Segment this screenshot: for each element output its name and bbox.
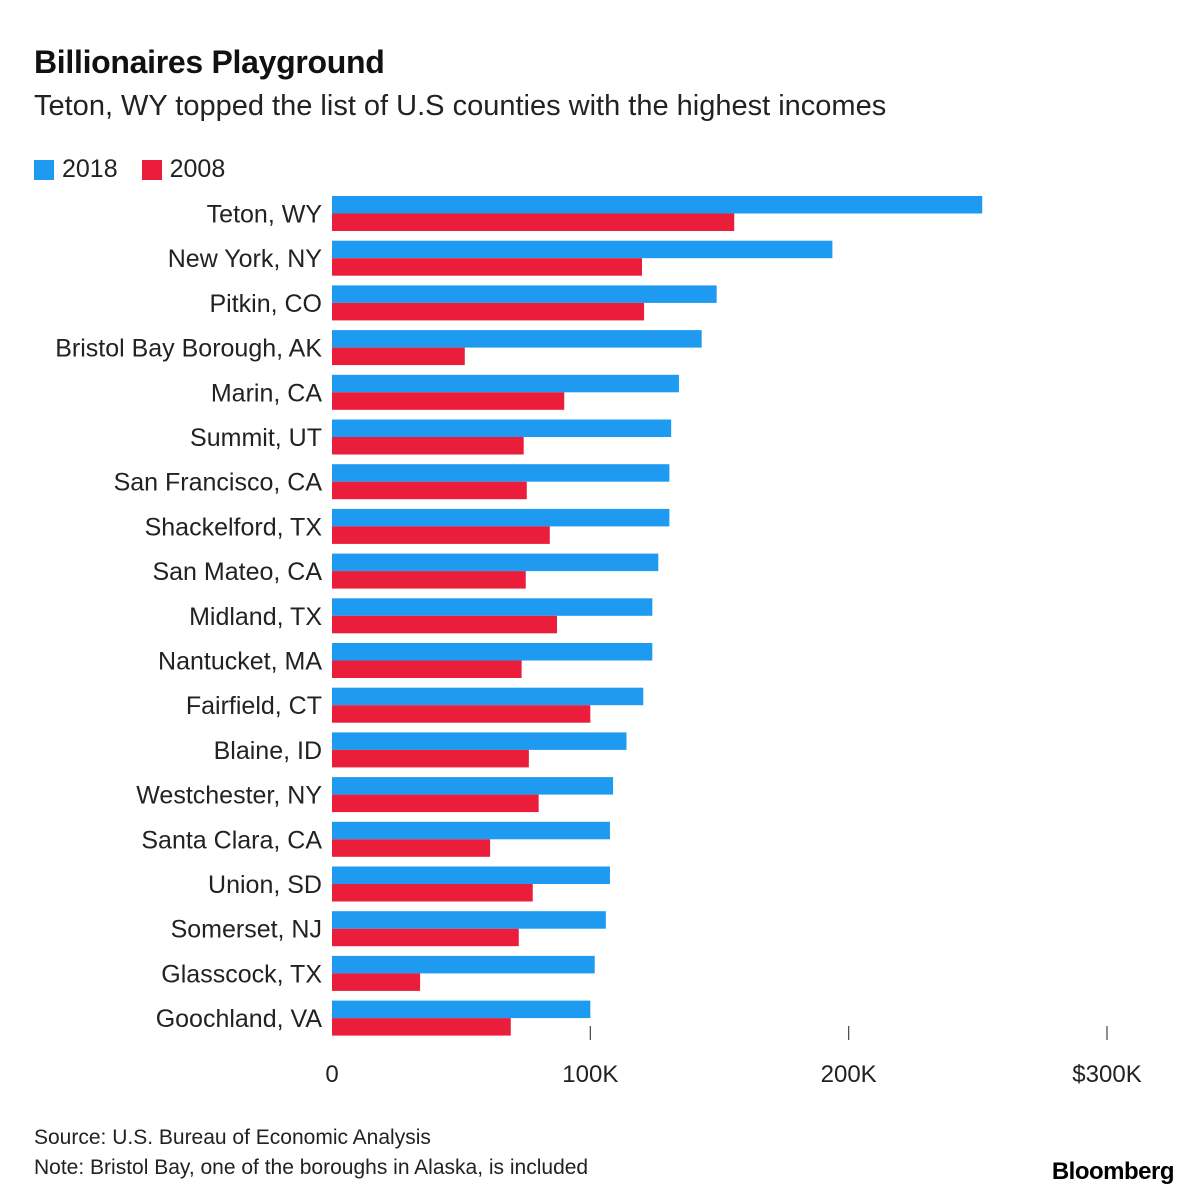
bar-2008-midland-tx — [332, 615, 558, 634]
bar-2018-blaine-id — [332, 732, 627, 750]
bloomberg-logo: Bloomberg — [1051, 1158, 1175, 1185]
chart-subtitle: Teton, WY topped the list of U.S countie… — [34, 90, 887, 122]
bar-chart: Teton, WY New York, NY Pitkin, CO Bristol B… — [55, 196, 1142, 1088]
bar-2018-bristol-bay-borough-ak — [332, 330, 702, 348]
bar-2018-new-york-ny — [332, 240, 833, 259]
bar-2008-new-york-ny — [332, 258, 642, 276]
category-label-union-sd: Union, SD — [208, 871, 322, 899]
category-label-fairfield-ct: Fairfield, CT — [186, 692, 322, 720]
bar-2008-union-sd — [332, 884, 533, 902]
bar-2018-shackelford-tx — [332, 508, 670, 527]
category-label-pitkin-co: Pitkin, CO — [209, 290, 322, 318]
category-label-summit-ut: Summit, UT — [190, 424, 322, 452]
bar-2018-marin-ca — [332, 374, 679, 393]
chart-title: Billionaires Playground — [34, 44, 385, 80]
bar-2018-fairfield-ct — [332, 687, 644, 706]
x-tick-label-2: 200K — [821, 1061, 877, 1088]
category-label-midland-tx: Midland, TX — [189, 603, 322, 631]
category-label-blaine-id: Blaine, ID — [214, 737, 322, 765]
bar-2008-marin-ca — [332, 392, 565, 410]
bar-2008-san-francisco-ca — [332, 481, 527, 500]
source-note: Source: U.S. Bureau of Economic Analysis — [34, 1126, 431, 1149]
legend-swatch-2008 — [141, 159, 162, 180]
category-label-bristol-bay-borough-ak: Bristol Bay Borough, AK — [55, 335, 322, 363]
bar-2018-nantucket-ma — [332, 643, 653, 661]
bar-2018-summit-ut — [332, 419, 672, 437]
bar-2018-union-sd — [332, 866, 610, 884]
bar-2008-nantucket-ma — [332, 660, 522, 678]
category-label-teton-wy: Teton, WY — [207, 201, 323, 229]
bar-2008-bristol-bay-borough-ak — [332, 347, 465, 366]
category-label-nantucket-ma: Nantucket, MA — [158, 648, 322, 676]
bar-2018-san-mateo-ca — [332, 553, 659, 572]
bar-2018-midland-tx — [332, 598, 653, 616]
legend-swatch-2018 — [34, 159, 54, 180]
bar-2018-somerset-nj — [332, 911, 606, 929]
bar-2018-teton-wy — [332, 196, 983, 214]
category-label-new-york-ny: New York, NY — [168, 245, 323, 273]
category-label-somerset-nj: Somerset, NJ — [171, 916, 322, 944]
category-label-san-mateo-ca: San Mateo, CA — [152, 558, 322, 586]
legend-item-2018: 2018 — [34, 155, 118, 184]
bar-2008-pitkin-co — [332, 302, 645, 321]
bar-2008-blaine-id — [332, 749, 529, 768]
legend-item-2008: 2008 — [141, 155, 226, 184]
footnote: Note: Bristol Bay, one of the boroughs i… — [34, 1156, 589, 1179]
bar-2008-goochland-va — [332, 1018, 511, 1036]
x-tick-label-1: 100K — [562, 1061, 618, 1088]
category-label-westchester-ny: Westchester, NY — [136, 782, 322, 810]
bar-2008-shackelford-tx — [332, 526, 550, 544]
bar-2018-goochland-va — [332, 1000, 591, 1019]
bar-2018-glasscock-tx — [332, 955, 595, 974]
category-label-santa-clara-ca: Santa Clara, CA — [141, 826, 322, 854]
category-label-shackelford-tx: Shackelford, TX — [145, 513, 323, 541]
bar-2018-san-francisco-ca — [332, 464, 670, 482]
bar-2008-santa-clara-ca — [332, 839, 491, 857]
bar-2018-westchester-ny — [332, 777, 614, 795]
category-label-glasscock-tx: Glasscock, TX — [161, 960, 322, 988]
bar-2008-somerset-nj — [332, 928, 519, 947]
bar-2008-teton-wy — [332, 213, 735, 231]
category-label-san-francisco-ca: San Francisco, CA — [114, 469, 323, 497]
bar-2008-westchester-ny — [332, 794, 539, 813]
x-tick-label-0: 0 — [325, 1061, 338, 1088]
x-tick-label-3: $300K — [1072, 1061, 1141, 1088]
bar-2008-summit-ut — [332, 437, 524, 455]
bar-2008-san-mateo-ca — [332, 571, 526, 589]
legend-label-2018: 2018 — [62, 155, 118, 183]
category-label-marin-ca: Marin, CA — [211, 379, 322, 407]
bar-2018-santa-clara-ca — [332, 821, 610, 840]
bar-2008-fairfield-ct — [332, 705, 591, 723]
legend-label-2008: 2008 — [169, 155, 226, 183]
category-label-goochland-va: Goochland, VA — [156, 1005, 323, 1033]
legend: 2018 2008 — [34, 155, 249, 184]
bar-2018-pitkin-co — [332, 285, 717, 303]
bar-2008-glasscock-tx — [332, 973, 421, 991]
